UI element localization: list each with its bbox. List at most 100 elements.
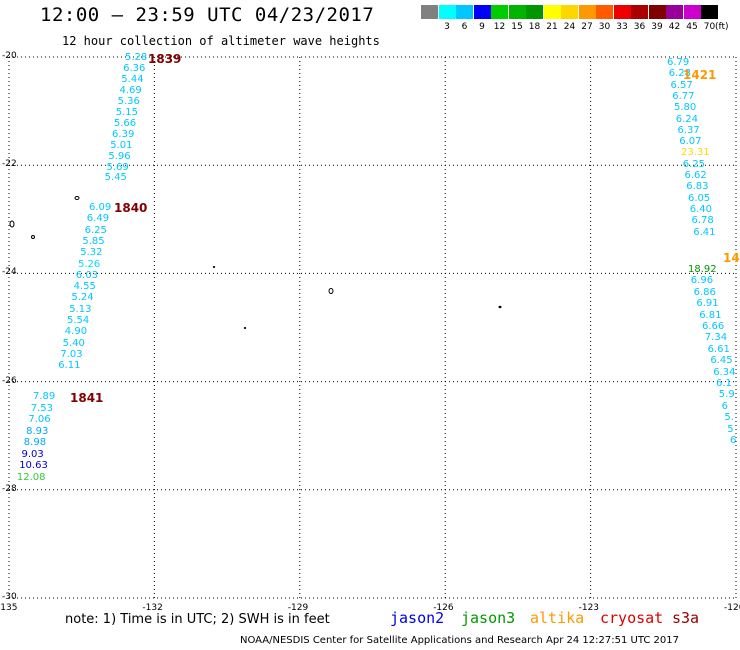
wave-height-value: 5.26 — [78, 258, 101, 270]
wave-height-value: 6.09 — [89, 202, 112, 213]
wave-height-value: 6.78 — [691, 215, 714, 227]
color-scale-label: 18 — [528, 22, 541, 32]
wave-height-value: 7.34 — [704, 332, 728, 344]
islands — [9, 196, 502, 329]
wave-height-value: 6.1 — [716, 378, 732, 389]
island — [498, 305, 502, 309]
footer-credit: NOAA/NESDIS Center for Satellite Applica… — [240, 635, 679, 646]
wave-height-value: 8.98 — [23, 437, 47, 448]
wave-height-value: 4.55 — [73, 281, 96, 293]
wave-height-value: 5. — [724, 412, 734, 424]
color-swatch — [596, 5, 613, 19]
wave-height-value: 5.80 — [674, 102, 697, 114]
wave-height-value: 12.08 — [16, 471, 46, 483]
color-scale-label: 39 — [651, 22, 663, 32]
wave-height-value: 6.66 — [702, 321, 725, 332]
wave-height-value: 6.96 — [690, 275, 714, 287]
satellite-legend-cryosat: cryosat — [600, 609, 664, 627]
wave-height-value: 6 — [721, 400, 728, 412]
island — [212, 266, 216, 268]
latitude-tick-label: -28 — [2, 483, 17, 494]
wave-height-value: 7.06 — [28, 414, 51, 425]
wave-height-value: 6.41 — [693, 226, 716, 238]
color-swatch — [648, 5, 666, 19]
wave-height-value: 5.69 — [106, 161, 129, 173]
latitude-tick-label: -30 — [2, 592, 17, 602]
color-swatch — [438, 5, 456, 19]
wave-height-value: 5.44 — [121, 73, 144, 85]
wave-height-value: 5.85 — [82, 235, 105, 247]
satellite-legend-s3a: s3a — [672, 609, 700, 627]
wave-height-value: 6.62 — [684, 170, 707, 181]
color-swatch — [473, 5, 491, 19]
longitude-tick-label: -132 — [142, 603, 163, 613]
wave-height-value: 6.34 — [713, 366, 736, 378]
wave-height-value: 5.01 — [110, 139, 133, 151]
longitude-tick-label: -129 — [287, 603, 309, 613]
color-scale-label: 9 — [479, 22, 485, 32]
wave-height-value: 4.90 — [64, 326, 88, 338]
latitude-tick-label: -24 — [2, 267, 17, 278]
wave-height-value: 4.69 — [119, 84, 142, 96]
color-scale-label: 21 — [546, 22, 558, 32]
wave-height-value: 7.53 — [30, 402, 53, 414]
color-swatch — [683, 5, 701, 19]
color-scale-label: 70 — [703, 22, 716, 32]
wave-height-value: 10.63 — [19, 460, 48, 471]
units-note: note: 1) Time is in UTC; 2) SWH is in fe… — [65, 612, 330, 627]
wave-height-value: 6.28 — [668, 68, 692, 80]
color-scale-label: 24 — [563, 22, 576, 32]
longitude-tick-label: -126 — [433, 603, 454, 613]
wave-height-value: 18.92 — [688, 264, 717, 275]
wave-height-value: 6.83 — [686, 181, 709, 193]
wave-height-value: 5.54 — [67, 315, 90, 326]
wave-height-value: 5.32 — [80, 247, 103, 259]
color-scale-label: 15 — [511, 22, 523, 32]
wave-height-value: 6.81 — [699, 309, 722, 321]
color-swatch — [543, 5, 561, 19]
wave-height-value: 6.25 — [682, 158, 706, 170]
wave-height-value: 5 — [727, 423, 734, 435]
wave-height-value: 6.49 — [86, 213, 110, 225]
wave-height-value: 5.96 — [108, 150, 131, 162]
satellite-legend-altika: altika — [530, 609, 585, 627]
wave-height-value: 6.36 — [123, 62, 146, 74]
wave-height-value: 5.28 — [125, 52, 148, 63]
pass-time-label: 1840 — [114, 201, 148, 215]
wave-height-value: 6 — [730, 435, 737, 446]
color-swatch — [613, 5, 631, 19]
wave-height-value: 23.31 — [681, 147, 710, 159]
wave-height-value: 7.03 — [60, 348, 83, 360]
wave-height-value: 6.24 — [675, 113, 699, 125]
island — [74, 196, 80, 200]
pass-time-label: 1421 — [683, 68, 717, 82]
latitude-tick-label: -22 — [2, 159, 17, 170]
latitude-tick-label: -20 — [2, 51, 17, 61]
pass-time-label: 14 — [723, 251, 740, 265]
color-scale-label: 30 — [598, 22, 611, 32]
longitude-tick-label: -123 — [578, 603, 600, 613]
color-swatch — [666, 5, 683, 19]
wave-height-value: 7.89 — [33, 391, 56, 402]
color-swatch — [456, 5, 473, 19]
wave-height-value: 8.93 — [26, 425, 49, 437]
longitude-tick-label: -135 — [0, 603, 18, 613]
wave-height-value: 6.40 — [689, 203, 713, 215]
wave-height-value: 5.24 — [71, 292, 94, 304]
color-scale-label: 3 — [444, 22, 450, 32]
island — [9, 220, 15, 228]
color-swatch — [701, 5, 718, 19]
color-swatch — [508, 5, 526, 19]
wave-height-value: 6.39 — [112, 128, 135, 140]
wave-height-value: 9.03 — [21, 448, 44, 460]
color-scale-label: 36 — [633, 22, 646, 32]
longitude-tick-label: -120 — [724, 603, 740, 613]
wave-height-value: 6.77 — [672, 90, 695, 102]
color-scale-label: 27 — [581, 22, 593, 32]
color-scale-label: 45 — [686, 22, 698, 32]
wave-height-value: 5.15 — [115, 106, 139, 118]
wave-height-value: 6.61 — [707, 343, 730, 355]
map-subtitle: 12 hour collection of altimeter wave hei… — [62, 34, 380, 48]
color-swatch — [578, 5, 596, 19]
